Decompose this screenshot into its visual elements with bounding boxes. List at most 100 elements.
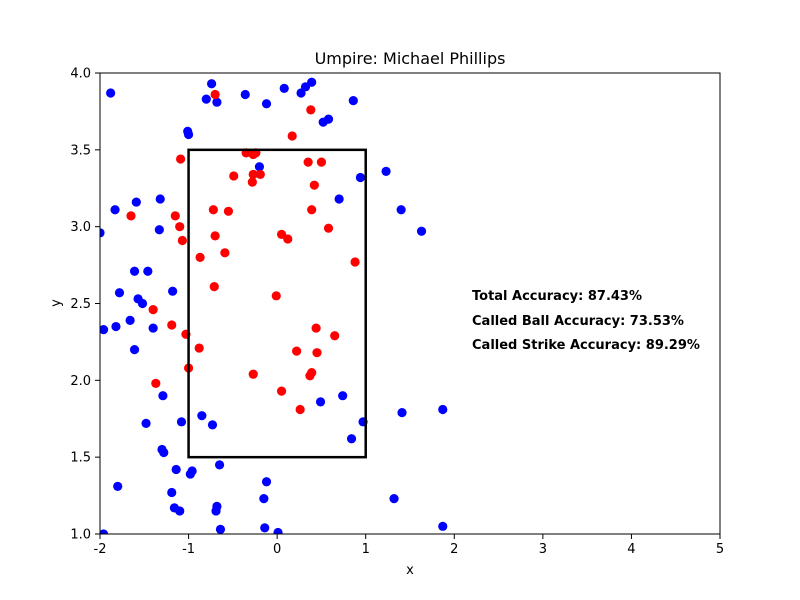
red-pitch-point <box>248 169 258 180</box>
blue-pitch-point <box>397 408 407 418</box>
blue-pitch-point <box>416 226 427 236</box>
red-pitch-point <box>316 157 327 167</box>
total-accuracy-text: Total Accuracy: 87.43% <box>472 289 642 304</box>
blue-pitch-point <box>155 194 165 204</box>
red-pitch-point <box>271 291 281 301</box>
called-strike-accuracy-text: Called Strike Accuracy: 89.29% <box>472 338 700 353</box>
red-pitch-point <box>210 89 220 100</box>
red-pitch-point <box>220 248 230 258</box>
blue-pitch-point <box>129 345 140 355</box>
red-pitch-point <box>248 369 258 379</box>
blue-pitch-point <box>100 228 105 238</box>
red-pitch-point <box>312 348 322 358</box>
called-ball-accuracy-text: Called Ball Accuracy: 73.53% <box>472 314 684 329</box>
blue-pitch-point <box>273 527 283 534</box>
blue-pitch-point <box>197 411 207 421</box>
red-pitch-point <box>209 281 219 292</box>
blue-pitch-point <box>141 418 151 428</box>
red-pitch-point <box>229 171 239 181</box>
x-tick-label: -2 <box>94 542 107 557</box>
y-tick-label: 3.5 <box>70 143 91 158</box>
blue-pitch-point <box>154 225 164 235</box>
y-tick-label: 1.0 <box>70 528 91 543</box>
blue-pitch-point <box>176 417 187 427</box>
blue-pitch-point <box>261 477 272 487</box>
blue-pitch-point <box>215 524 226 534</box>
blue-pitch-point <box>315 397 326 407</box>
blue-pitch-point <box>389 494 399 504</box>
red-pitch-point <box>307 368 317 378</box>
x-tick-label: 5 <box>716 542 724 557</box>
y-tick-label: 1.5 <box>70 451 91 466</box>
x-tick-label: -1 <box>182 542 195 557</box>
blue-pitch-point <box>183 129 194 140</box>
blue-pitch-point <box>100 529 109 534</box>
red-pitch-point <box>208 205 218 215</box>
red-pitch-point <box>247 177 257 187</box>
red-pitch-point <box>283 234 293 244</box>
red-pitch-point <box>126 211 136 221</box>
red-pitch-point <box>307 205 317 215</box>
red-pitch-point <box>194 343 204 353</box>
blue-pitch-point <box>114 288 125 298</box>
blue-pitch-point <box>346 434 357 444</box>
y-tick-label: 4.0 <box>70 67 91 82</box>
red-pitch-point <box>287 131 297 141</box>
blue-pitch-point <box>201 94 211 104</box>
blue-pitch-point <box>214 460 225 470</box>
blue-pitch-point <box>396 205 406 215</box>
red-pitch-point <box>309 180 319 190</box>
blue-pitch-point <box>168 286 178 296</box>
y-axis-label: y <box>49 299 64 307</box>
red-pitch-point <box>210 231 220 241</box>
blue-pitch-point <box>175 506 185 516</box>
red-pitch-point <box>306 105 316 115</box>
blue-pitch-point <box>279 83 289 93</box>
blue-pitch-point <box>212 97 222 107</box>
blue-pitch-point <box>323 114 334 124</box>
blue-pitch-point <box>207 420 218 430</box>
blue-pitch-point <box>259 494 269 504</box>
red-pitch-point <box>170 211 180 221</box>
data-points <box>100 77 448 534</box>
blue-pitch-point <box>111 321 121 332</box>
blue-pitch-point <box>148 323 158 333</box>
blue-pitch-point <box>207 79 217 89</box>
red-pitch-point <box>167 320 177 330</box>
red-pitch-point <box>195 252 205 262</box>
blue-pitch-point <box>129 266 140 276</box>
blue-pitch-point <box>159 447 169 458</box>
blue-pitch-point <box>137 298 148 309</box>
blue-pitch-point <box>106 88 116 98</box>
x-tick-label: 3 <box>539 542 547 557</box>
blue-pitch-point <box>110 205 120 215</box>
blue-pitch-point <box>260 523 270 533</box>
y-tick-label: 3.0 <box>70 220 91 235</box>
x-tick-label: 0 <box>273 542 281 557</box>
plot-area <box>99 72 721 535</box>
red-pitch-point <box>311 323 321 333</box>
blue-pitch-point <box>211 506 221 516</box>
blue-pitch-point <box>334 194 344 204</box>
blue-pitch-point <box>240 89 250 100</box>
red-pitch-point <box>151 378 161 389</box>
x-tick-label: 2 <box>450 542 458 557</box>
red-pitch-point <box>303 157 313 167</box>
x-tick-label: 4 <box>627 542 635 557</box>
strike-zone-box <box>187 148 367 459</box>
blue-pitch-point <box>338 391 348 401</box>
red-pitch-point <box>323 223 334 233</box>
red-pitch-point <box>177 235 187 246</box>
y-tick-label: 2.5 <box>70 297 91 312</box>
blue-pitch-point <box>143 266 153 276</box>
red-pitch-point <box>175 222 185 232</box>
blue-pitch-point <box>254 162 265 172</box>
blue-pitch-point <box>113 481 123 491</box>
y-tick-label: 2.0 <box>70 374 91 389</box>
blue-pitch-point <box>348 96 358 106</box>
blue-pitch-point <box>125 315 135 326</box>
y-axis-ticks: 1.0 1.5 2.0 2.5 3.0 3.5 4.0 <box>70 67 100 543</box>
x-axis-label: x <box>406 563 414 578</box>
red-pitch-point <box>350 257 360 267</box>
